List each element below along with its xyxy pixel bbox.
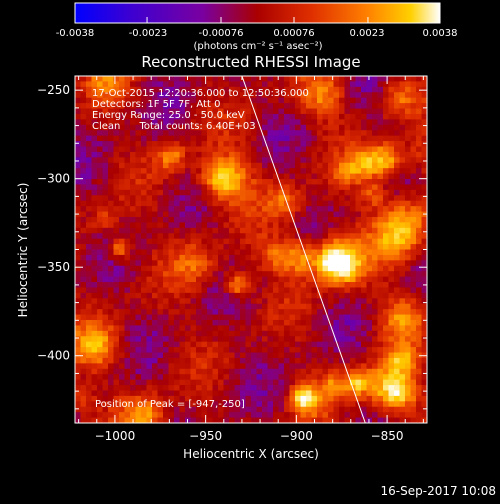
heatmap-image [75,76,427,423]
colorbar-ticks [74,17,441,23]
colorbar-tick-label: -0.00076 [199,28,244,39]
y-tick-label: −350 [37,260,70,274]
time-range-label: 17-Oct-2015 12:20:36.000 to 12:50:36.000 [92,88,309,99]
x-tick-label: −900 [280,429,313,443]
x-tick-label: −1000 [95,429,136,443]
chart-title: Reconstructed RHESSI Image [141,53,360,71]
clean-counts-label: Clean Total counts: 6.40E+03 [92,121,256,132]
colorbar-units: (photons cm⁻² s⁻¹ asec⁻²) [193,41,322,52]
colorbar [74,2,441,24]
y-tick-label: −400 [37,349,70,363]
colorbar-tick-label: 0.0038 [423,28,458,39]
limb-line [241,76,366,423]
y-axis-label: Heliocentric Y (arcsec) [16,183,30,318]
colorbar-tick-label: -0.0038 [56,28,95,39]
x-tick-label: −950 [189,429,222,443]
x-axis-label: Heliocentric X (arcsec) [183,447,319,461]
x-tick-label: −850 [371,429,404,443]
x-axis-ticks: −1000 −950 −900 −850 [78,76,424,443]
peak-position-label: Position of Peak = [-947,-250] [95,399,245,410]
y-axis-ticks: −250 −300 −350 −400 [37,83,427,410]
footer-timestamp: 16-Sep-2017 10:08 [381,484,496,498]
colorbar-tick-label: -0.0023 [129,28,168,39]
detectors-label: Detectors: 1F 5F 7F, Att 0 [92,99,220,110]
y-tick-label: −300 [37,172,70,186]
y-tick-label: −250 [37,83,70,97]
colorbar-tick-label: 0.00076 [273,28,314,39]
colorbar-tick-label: 0.0023 [350,28,385,39]
energy-range-label: Energy Range: 25.0 - 50.0 keV [92,110,245,121]
